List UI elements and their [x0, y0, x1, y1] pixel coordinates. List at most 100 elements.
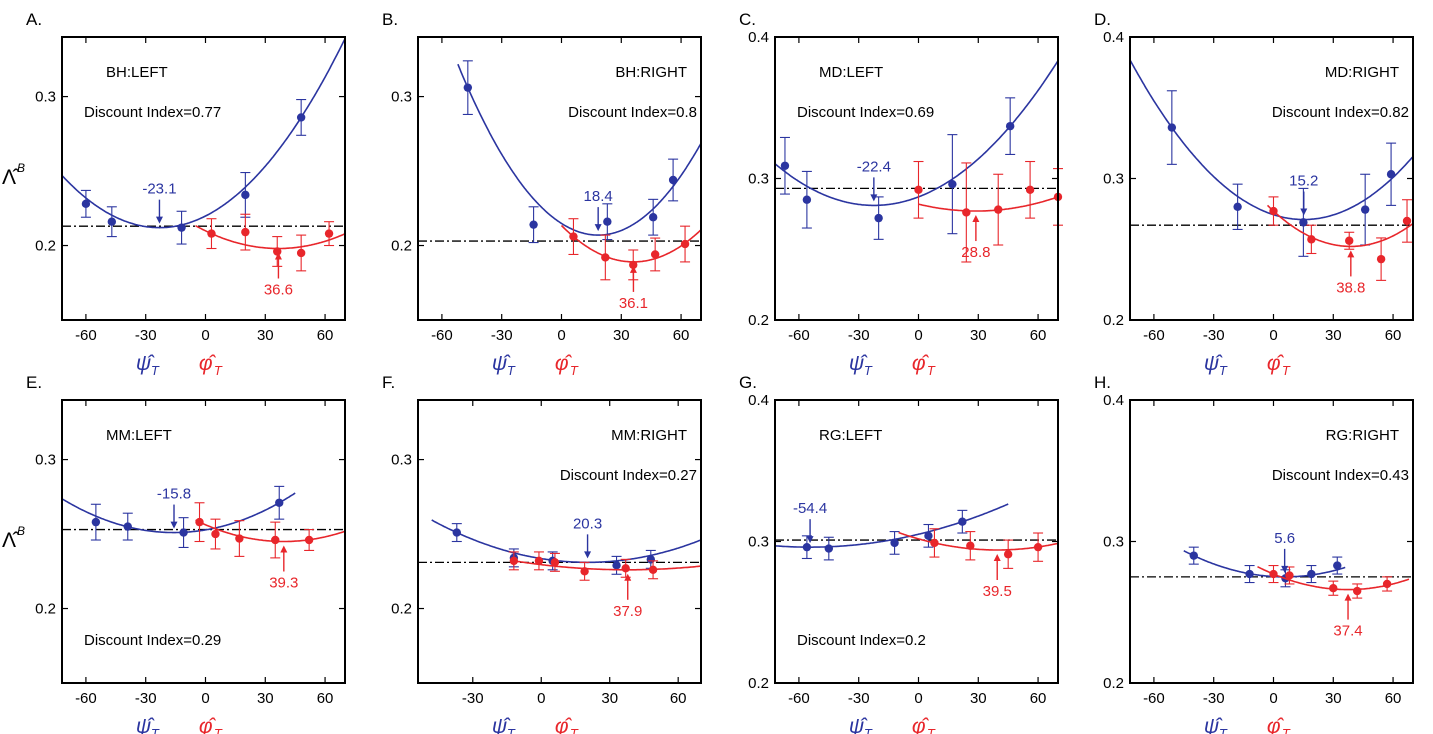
x-tick-label: -60	[788, 690, 810, 707]
x-tick-label: 60	[1385, 690, 1402, 707]
plot-frame	[774, 36, 1059, 321]
x-axis-label-phi-sub: T	[1282, 726, 1291, 734]
x-axis-label-phi: φ̂	[912, 352, 930, 375]
data-point-phi	[1269, 569, 1278, 579]
data-point-phi	[550, 558, 560, 567]
x-tick-label: 30	[257, 327, 274, 344]
x-tick-label: -30	[491, 327, 513, 344]
x-tick-label: -30	[1203, 327, 1225, 344]
y-axis-label-sup: B	[17, 524, 25, 538]
data-point-phi	[509, 556, 519, 566]
data-point-phi	[1345, 236, 1354, 245]
y-tick-label: 0.3	[748, 534, 769, 551]
data-point-phi	[534, 556, 544, 566]
x-tick-label: 0	[537, 690, 545, 707]
data-point-phi	[680, 239, 690, 249]
x-tick-label: -30	[135, 327, 157, 344]
annotation-label-psi: -15.8	[157, 486, 191, 503]
x-axis-label-psi-sub: T	[151, 726, 160, 734]
data-point-phi	[271, 535, 280, 545]
data-point-psi	[890, 538, 899, 548]
data-point-psi	[463, 83, 473, 92]
x-axis-label-psi: ψ̂	[136, 715, 155, 734]
fit-curve-psi	[62, 38, 345, 229]
y-tick-label: 0.3	[391, 89, 412, 106]
x-axis-label-psi: ψ̂	[1204, 715, 1223, 734]
fit-curve-phi	[1266, 204, 1413, 248]
y-tick-label: 0.2	[391, 238, 412, 255]
data-point-phi	[569, 232, 578, 241]
data-point-phi	[1025, 185, 1035, 195]
y-tick-label: 0.3	[35, 89, 56, 106]
data-point-psi	[802, 195, 812, 204]
data-point-psi	[1233, 202, 1242, 211]
panel-title: MD:RIGHT	[1325, 64, 1399, 81]
plot-frame	[1129, 399, 1414, 684]
panel-title: RG:LEFT	[819, 427, 882, 444]
panel-letter: A.	[26, 10, 42, 29]
data-point-psi	[1333, 561, 1342, 570]
panel-letter: G.	[739, 373, 757, 392]
data-point-phi	[601, 253, 610, 262]
plot-frame	[61, 399, 346, 684]
data-point-phi	[1285, 571, 1294, 580]
data-point-psi	[948, 179, 957, 189]
annotation-label-phi: 37.9	[613, 603, 642, 620]
fit-curve-phi	[195, 224, 345, 250]
annotation-label-phi: 28.8	[961, 244, 990, 261]
x-axis-label-phi-sub: T	[214, 363, 223, 378]
x-axis-label-psi: ψ̂	[492, 715, 511, 734]
fit-curve-phi	[898, 531, 1058, 551]
x-tick-label: -60	[431, 327, 453, 344]
fit-curve-psi	[431, 519, 701, 564]
panel-title: MD:LEFT	[819, 64, 883, 81]
y-tick-label: 0.3	[35, 452, 56, 469]
data-point-phi	[1003, 550, 1013, 559]
plot-frame	[61, 36, 346, 321]
data-point-psi	[1005, 121, 1015, 131]
annotation-label-psi: 18.4	[584, 188, 613, 205]
x-axis-label-psi: ψ̂	[492, 352, 511, 375]
x-tick-label: 60	[670, 690, 687, 707]
fit-curve-psi	[775, 503, 1009, 548]
annotation-arrowhead-phi	[1344, 593, 1352, 601]
annotation-arrowhead-psi	[1281, 565, 1289, 573]
annotation-arrowhead-phi	[972, 215, 980, 223]
x-tick-label: 30	[970, 327, 987, 344]
x-axis-label-psi-sub: T	[507, 726, 516, 734]
data-point-phi	[914, 185, 923, 195]
x-axis-label-phi: φ̂	[912, 715, 930, 734]
data-point-phi	[1382, 579, 1392, 589]
data-point-psi	[1189, 551, 1198, 560]
discount-index-label: Discount Index=0.2	[797, 632, 926, 649]
data-point-phi	[648, 565, 658, 574]
data-point-phi	[207, 229, 216, 238]
x-tick-label: 30	[970, 690, 987, 707]
x-tick-label: 60	[317, 690, 334, 707]
x-tick-label: 60	[1385, 327, 1402, 344]
data-point-phi	[241, 227, 250, 237]
annotation-label-phi: 37.4	[1333, 623, 1362, 640]
discount-index-label: Discount Index=0.8	[568, 104, 697, 121]
y-tick-label: 0.4	[748, 392, 769, 409]
x-tick-label: 0	[201, 327, 209, 344]
x-axis-label-psi-sub: T	[507, 363, 516, 378]
annotation-label-phi: 36.1	[619, 295, 648, 312]
data-point-psi	[177, 223, 186, 232]
x-tick-label: -60	[75, 327, 97, 344]
data-point-psi	[123, 522, 132, 531]
x-axis-label-phi: φ̂	[1267, 352, 1285, 375]
annotation-label-psi: -23.1	[142, 181, 176, 198]
plot-frame	[1129, 36, 1414, 321]
data-point-psi	[1245, 569, 1254, 579]
data-point-phi	[1376, 254, 1386, 264]
data-point-phi	[629, 260, 638, 270]
data-point-psi	[780, 161, 790, 170]
x-tick-label: 30	[257, 690, 274, 707]
data-point-psi	[958, 517, 967, 526]
x-tick-label: 0	[557, 327, 565, 344]
x-tick-label: 30	[613, 327, 630, 344]
plot-frame	[417, 399, 702, 684]
data-point-psi	[107, 217, 117, 226]
y-tick-label: 0.4	[1103, 392, 1124, 409]
